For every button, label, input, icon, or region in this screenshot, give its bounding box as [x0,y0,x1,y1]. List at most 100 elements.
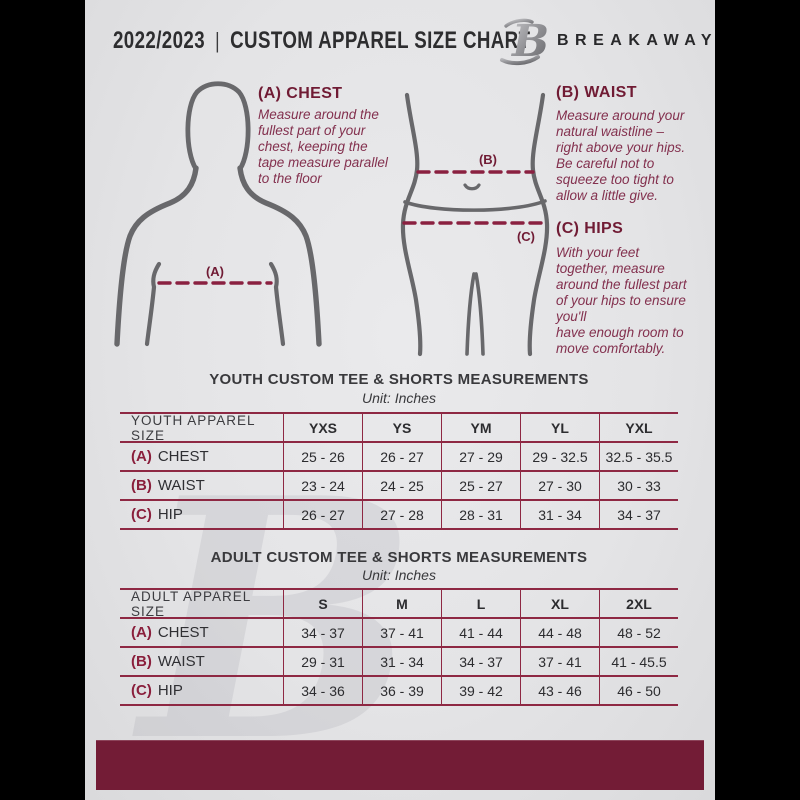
size-cell: 37 - 41 [520,648,599,675]
size-cell: 34 - 37 [599,501,678,528]
title-divider: | [215,28,220,53]
table-row: (A) CHEST 34 - 37 37 - 41 41 - 44 44 - 4… [120,619,678,648]
left-shoulder-arm [114,165,199,347]
column-header: YL [520,414,599,441]
column-header: ADULT APPAREL SIZE [131,588,251,619]
chart-page: B 2022/2023 | CUSTOM APPAREL SIZE CHART … [85,0,715,800]
row-label: (C) HIP [120,501,283,528]
table-row: (C) HIP 26 - 27 27 - 28 28 - 31 31 - 34 … [120,501,678,530]
size-cell: 41 - 44 [441,619,520,646]
column-header: XL [520,590,599,617]
table-header-row: YOUTH APPAREL SIZE YXS YS YM YL YXL [120,412,678,443]
background-watermark-b: B [140,426,419,800]
table-row: (A) CHEST 25 - 26 26 - 27 27 - 29 29 - 3… [120,443,678,472]
row-label: (C) HIP [120,677,283,704]
column-header: YS [362,414,441,441]
table-row: (B) WAIST 23 - 24 24 - 25 25 - 27 27 - 3… [120,472,678,501]
row-label: (A) CHEST [120,443,283,470]
lower-body-figure: (B) (C) [400,92,550,357]
row-label: (A) CHEST [120,619,283,646]
size-cell: 32.5 - 35.5 [599,443,678,470]
page-title: 2022/2023 | CUSTOM APPAREL SIZE CHART [113,26,530,56]
size-cell: 30 - 33 [599,472,678,499]
table-header-row: ADULT APPAREL SIZE S M L XL 2XL [120,588,678,619]
size-cell: 27 - 28 [362,501,441,528]
column-header: YXL [599,414,678,441]
row-name: WAIST [157,653,205,670]
navel [463,183,481,191]
row-name: HIP [157,682,183,699]
hip-crease [403,199,547,212]
size-cell: 44 - 48 [520,619,599,646]
size-cell: 26 - 27 [283,501,362,528]
chest-heading: (A) CHEST [258,85,343,102]
logo-letter: B [510,16,549,67]
size-cell: 34 - 37 [283,619,362,646]
hips-heading: (C) HIPS [556,220,624,237]
table-row: (B) WAIST 29 - 31 31 - 34 34 - 37 37 - 4… [120,648,678,677]
row-label: (B) WAIST [120,472,283,499]
row-name: CHEST [157,624,209,641]
row-key: (B) [131,477,152,494]
hips-description: With your feet together, measure around … [556,245,687,356]
size-cell: 46 - 50 [599,677,678,704]
left-inner-leg [465,272,476,356]
left-inner-arm [144,261,162,347]
size-cell: 34 - 37 [441,648,520,675]
right-inner-leg [474,272,485,356]
breakaway-logo-icon: B [500,16,549,67]
row-name: HIP [157,506,183,523]
title-text: CUSTOM APPAREL SIZE CHART [230,27,531,54]
size-cell: 26 - 27 [362,443,441,470]
hips-marker-label: (C) [517,229,535,244]
row-key: (B) [131,653,152,670]
row-key: (A) [131,624,152,641]
row-key: (C) [131,682,152,699]
row-name: WAIST [157,477,205,494]
waist-marker-label: (B) [479,152,497,167]
waist-heading: (B) WAIST [556,84,637,101]
column-header: YM [441,414,520,441]
size-cell: 36 - 39 [362,677,441,704]
size-cell: 37 - 41 [362,619,441,646]
size-cell: 31 - 34 [520,501,599,528]
chest-marker-label: (A) [206,264,224,279]
youth-unit-label: Unit: Inches [362,390,436,406]
letterbox-right [715,0,800,800]
column-header: L [441,590,520,617]
size-cell: 25 - 27 [441,472,520,499]
size-cell: 39 - 42 [441,677,520,704]
right-shoulder-arm [237,165,322,347]
column-header: S [283,590,362,617]
size-cell: 23 - 24 [283,472,362,499]
column-header: 2XL [599,590,678,617]
column-header: YXS [283,414,362,441]
youth-section-title: YOUTH CUSTOM TEE & SHORTS MEASUREMENTS [209,371,589,388]
size-cell: 41 - 45.5 [599,648,678,675]
footer-bar [96,740,704,790]
brand-wordmark: BREAKAWAY [557,32,715,49]
column-header: YOUTH APPAREL SIZE [131,412,256,443]
right-inner-arm [268,261,286,347]
size-cell: 29 - 32.5 [520,443,599,470]
adult-unit-label: Unit: Inches [362,567,436,583]
size-cell: 31 - 34 [362,648,441,675]
adult-size-table: ADULT APPAREL SIZE S M L XL 2XL (A) CHES… [120,588,678,706]
chest-description: Measure around the fullest part of your … [258,107,388,186]
table-row: (C) HIP 34 - 36 36 - 39 39 - 42 43 - 46 … [120,677,678,706]
column-header: M [362,590,441,617]
row-key: (A) [131,448,152,465]
row-name: CHEST [157,448,209,465]
size-cell: 43 - 46 [520,677,599,704]
row-key: (C) [131,506,152,523]
size-cell: 25 - 26 [283,443,362,470]
upper-body-figure: (A) [114,81,322,347]
size-cell: 24 - 25 [362,472,441,499]
size-cell: 29 - 31 [283,648,362,675]
letterbox-left [0,0,85,800]
size-cell: 27 - 30 [520,472,599,499]
title-year: 2022/2023 [113,27,206,54]
row-label: (B) WAIST [120,648,283,675]
size-cell: 28 - 31 [441,501,520,528]
